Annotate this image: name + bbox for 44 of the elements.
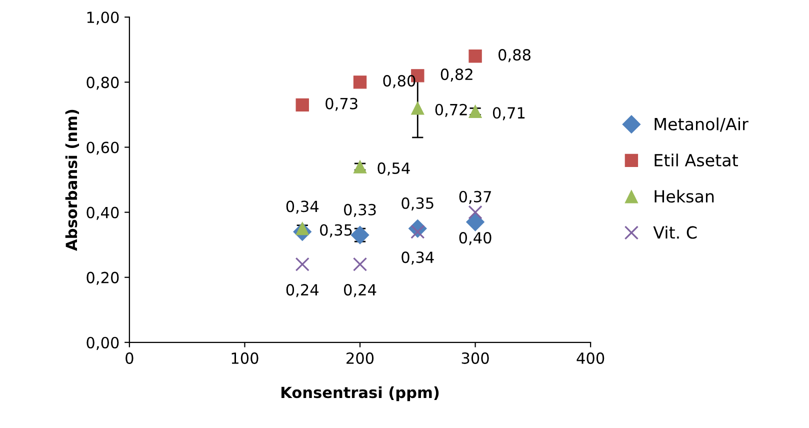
data-label: 0,35	[402, 197, 434, 210]
x-tick-label: 100	[232, 352, 258, 364]
data-label: 0,24	[286, 284, 319, 298]
data-label: 0,71	[492, 107, 525, 120]
y-tick-label: 0,20	[86, 272, 119, 285]
data-label: 0,88	[498, 49, 530, 62]
y-tick-label: 0,00	[86, 336, 119, 350]
point	[353, 160, 367, 174]
y-tick-label: 0,40	[86, 206, 119, 220]
point	[350, 226, 370, 244]
x-tick-label: 300	[462, 352, 489, 364]
point	[411, 102, 424, 115]
y-axis-title: Absorbansi (nm)	[65, 110, 79, 251]
data-label: 0,35	[320, 224, 352, 238]
data-label: 0,40	[459, 232, 492, 246]
point	[352, 257, 368, 272]
data-label: 0,34	[286, 200, 319, 214]
point	[296, 98, 309, 112]
data-label: 0,24	[344, 284, 376, 298]
data-label: 0,82	[440, 68, 472, 82]
data-label: 0,72	[435, 104, 467, 117]
point	[353, 76, 367, 89]
y-tick-label: 0,60	[86, 142, 119, 155]
data-label: 0,33	[344, 204, 376, 217]
legend-label: Metanol/Air	[654, 118, 748, 132]
y-tick-label: 1,00	[87, 12, 119, 25]
x-tick-label: 200	[346, 352, 374, 364]
x-axis-title: Konsentrasi (ppm)	[281, 386, 439, 402]
point	[468, 50, 482, 63]
data-label: 0,80	[383, 75, 416, 88]
data-label: 0,54	[378, 162, 410, 176]
data-label: 0,73	[326, 98, 358, 111]
legend-label: Etil Asetat	[654, 154, 738, 167]
point	[295, 257, 310, 272]
legend-label: Vit. C	[653, 226, 697, 239]
point	[468, 104, 482, 118]
y-tick-label: 0,80	[86, 76, 119, 90]
data-label: 0,34	[402, 252, 434, 265]
x-tick-label: 400	[576, 352, 604, 364]
point	[468, 205, 482, 220]
data-label: 0,37	[459, 190, 491, 204]
point	[466, 212, 484, 232]
legend-label: Heksan	[654, 190, 714, 203]
x-tick-label: 0	[126, 352, 134, 364]
